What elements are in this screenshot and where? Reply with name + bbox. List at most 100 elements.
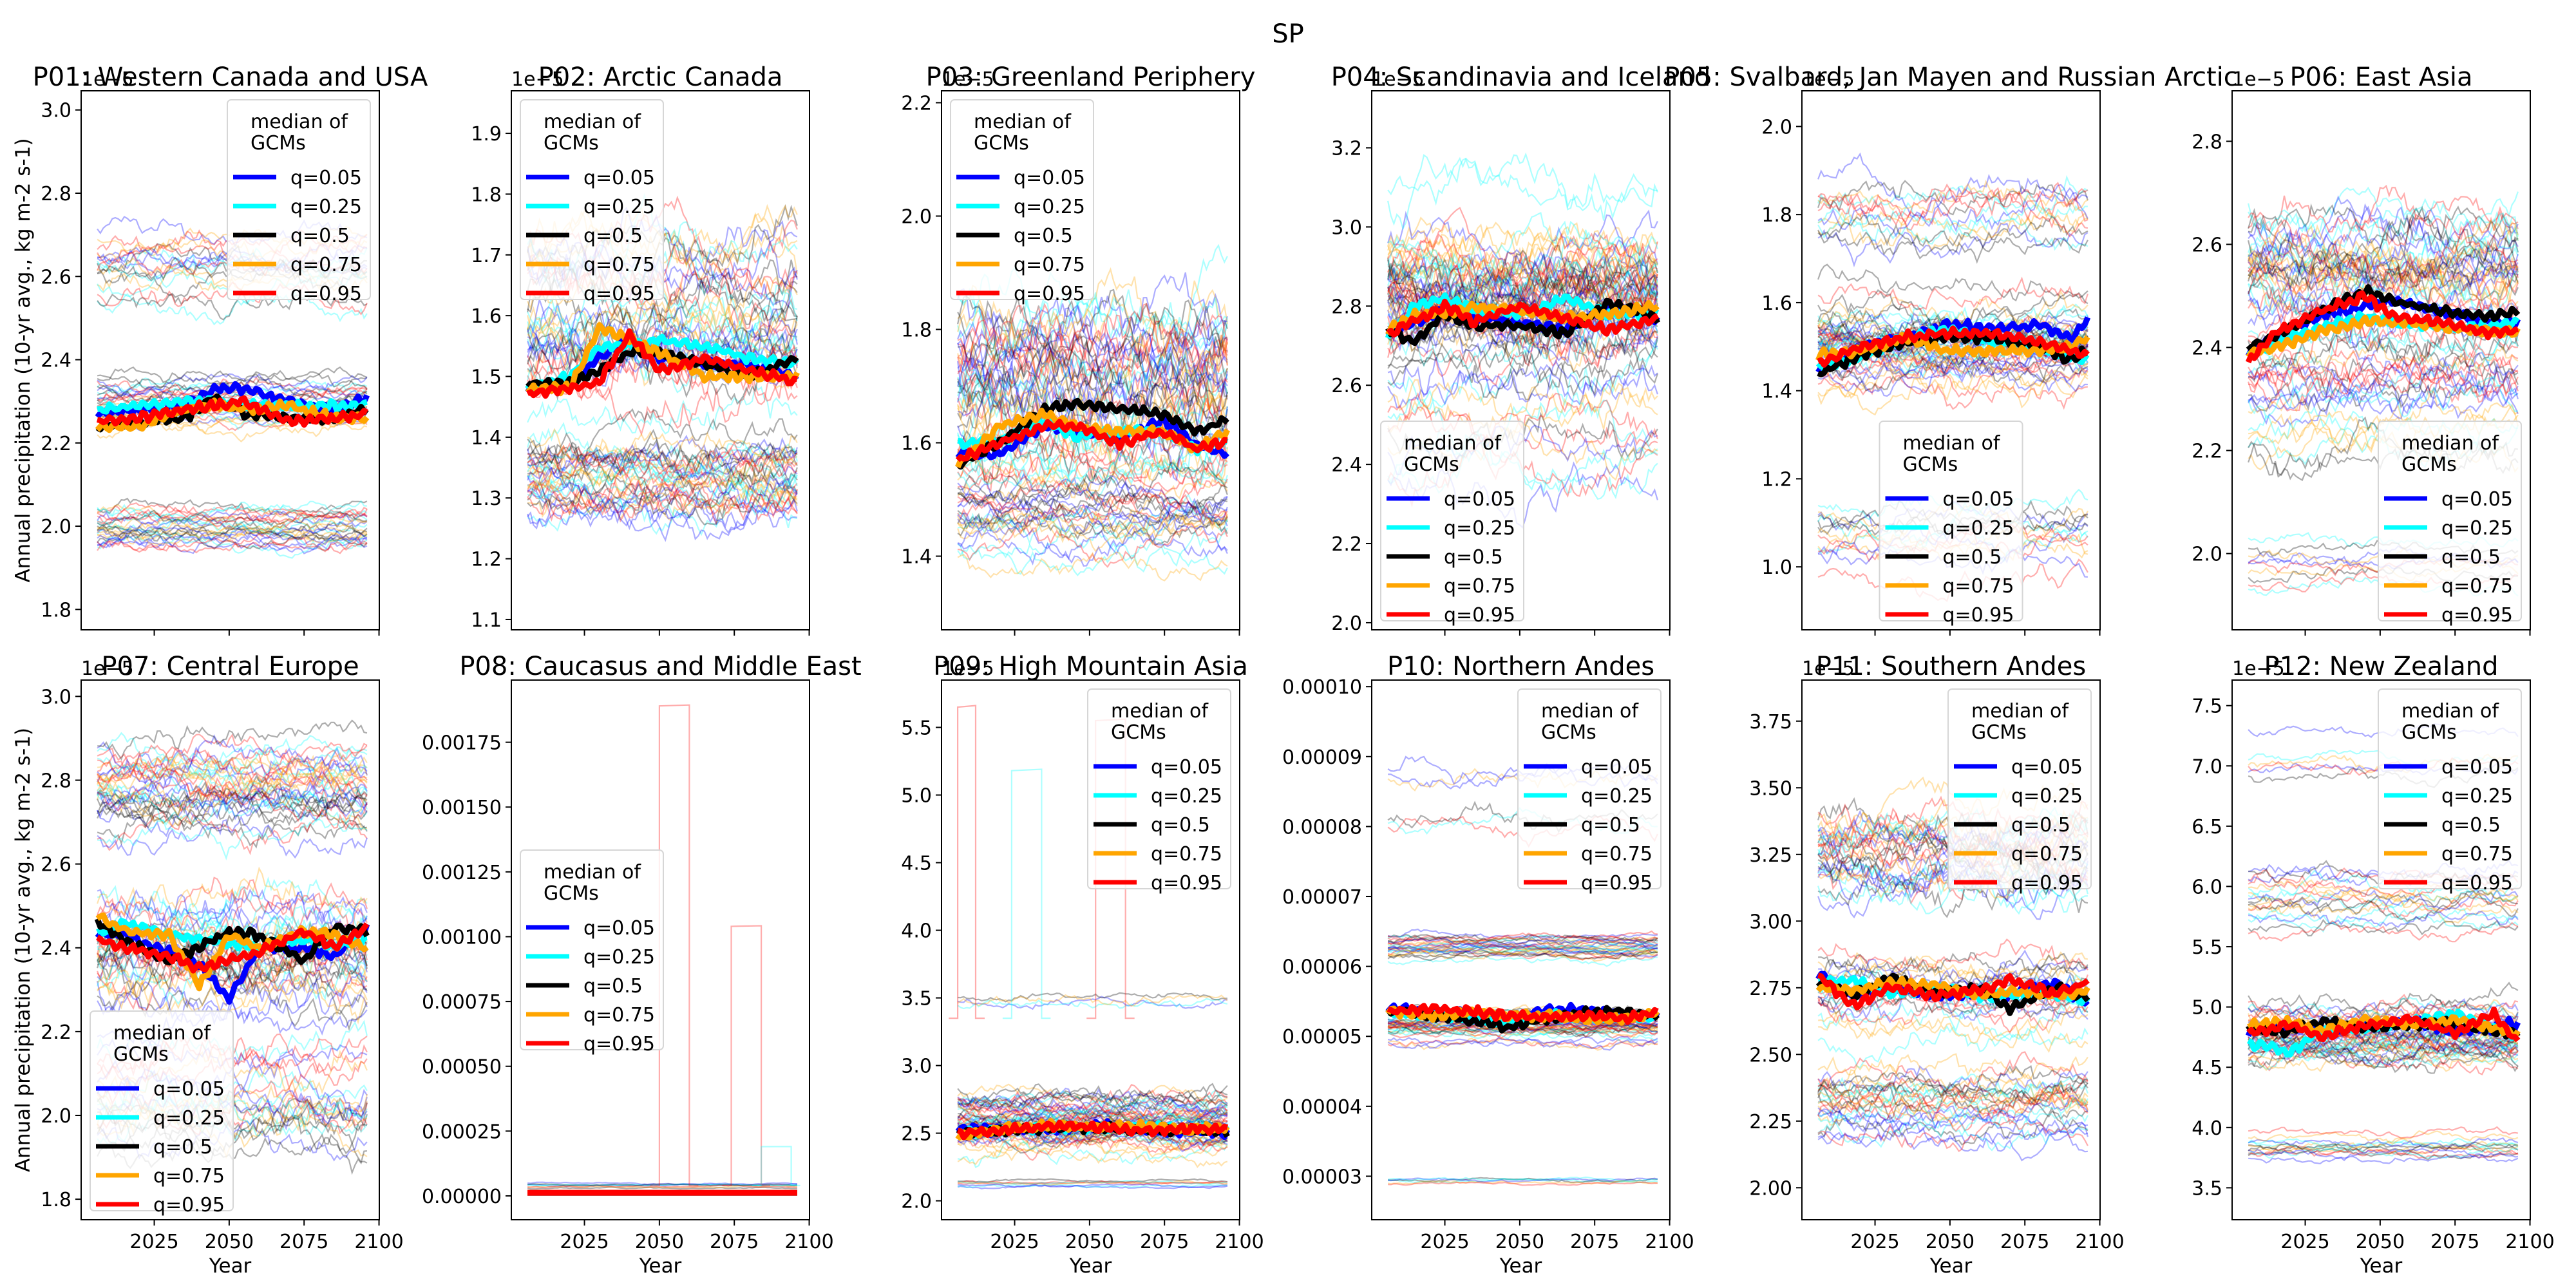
x-axis-label: Year (1069, 1255, 1112, 1278)
ensemble-member-line (97, 866, 368, 916)
ensemble-member-line (1387, 936, 1658, 946)
ensemble-member-line (1817, 1077, 2088, 1132)
ensemble-member-line (2248, 1027, 2519, 1050)
ensemble-member-line (527, 299, 798, 374)
ensemble-member-line (957, 287, 1228, 354)
y-tick-label: 0.00000 (422, 1186, 502, 1208)
y-tick-label: 2.8 (1331, 296, 1362, 318)
ensemble-member-line (97, 794, 368, 828)
legend-frame (950, 99, 1094, 300)
ensemble-member-line (1817, 963, 2088, 1001)
ensemble-member-line (97, 760, 368, 800)
legend-entry-label: q=0.05 (1014, 167, 1085, 189)
ensemble-member-line (1387, 324, 1658, 386)
ensemble-member-line (957, 1095, 1228, 1126)
x-tick-label: 2050 (635, 1231, 684, 1253)
x-tick-label: 2050 (2356, 1231, 2405, 1253)
ensemble-member-line (97, 513, 368, 536)
ensemble-member-line (957, 996, 1227, 1010)
legend-entry-label: q=0.95 (1581, 872, 1653, 895)
ensemble-member-line (2248, 996, 2519, 1023)
ensemble-member-line (957, 511, 1228, 545)
legend-entry-label: q=0.05 (583, 917, 655, 940)
ensemble-member-line (1817, 938, 2088, 972)
ensemble-member-line (957, 1132, 1228, 1155)
ensemble-member-line (1387, 934, 1658, 948)
ensemble-member-line (97, 746, 368, 800)
median-line-q-0.95 (1817, 325, 2090, 368)
ensemble-member-line (1387, 272, 1658, 318)
ensemble-member-line (97, 377, 368, 397)
ensemble-member-line (1387, 1036, 1658, 1047)
ensemble-member-line (1817, 345, 2088, 384)
legend-title: GCMs (1111, 721, 1166, 744)
ensemble-member-line (97, 781, 368, 831)
ensemble-member-line (97, 771, 368, 810)
y-tick-label: 2.0 (1331, 612, 1362, 635)
ensemble-member-line (1818, 1005, 2088, 1048)
y-tick-label: 2.8 (41, 183, 71, 205)
ensemble-member-line (2248, 252, 2519, 294)
y-tick-label: 0.00004 (1282, 1096, 1362, 1119)
ensemble-member-line (957, 374, 1228, 454)
x-tick-label: 2075 (1140, 1231, 1189, 1253)
ensemble-member-line (1387, 1023, 1658, 1038)
y-tick-label: 0.00050 (422, 1056, 502, 1079)
ensemble-member-line (2248, 358, 2519, 401)
y-tick-label: 5.5 (901, 717, 932, 740)
ensemble-member-line (1387, 240, 1658, 312)
ensemble-member-line (97, 366, 368, 384)
ensemble-member-line (1387, 222, 1658, 281)
y-tick-label: 5.5 (2192, 936, 2222, 959)
legend-entry-label: q=0.5 (1014, 225, 1073, 247)
ensemble-member-line (1387, 947, 1658, 959)
ensemble-member-line (2248, 889, 2519, 918)
y-tick-label: 7.5 (2192, 696, 2222, 718)
ensemble-member-line (2248, 1148, 2519, 1160)
ensemble-member-line (2248, 246, 2519, 291)
legend-frame (520, 99, 664, 300)
ensemble-member-line (1387, 230, 1658, 279)
ensemble-member-line (2248, 349, 2519, 392)
ensemble-member-line (527, 408, 798, 464)
ensemble-member-line (2248, 211, 2519, 269)
legend-entry-label: q=0.75 (583, 254, 655, 276)
y-tick-label: 0.00150 (422, 797, 502, 819)
plot-area (527, 704, 800, 1196)
ensemble-member-line (97, 790, 368, 827)
ensemble-member-line (527, 297, 798, 379)
panel-title: P06: East Asia (2289, 62, 2472, 92)
y-tick-label: 2.0 (2192, 544, 2222, 566)
y-tick-label: 0.00125 (422, 862, 502, 884)
legend-frame (1947, 688, 2092, 889)
ensemble-member-line (1817, 1065, 2088, 1092)
ensemble-member-line (957, 325, 1228, 410)
x-tick-label: 2025 (1420, 1231, 1469, 1253)
ensemble-member-line (957, 1126, 1228, 1154)
y-tick-label: 5.0 (2192, 997, 2222, 1019)
ensemble-member-line (1387, 242, 1658, 314)
ensemble-member-line (1387, 258, 1658, 319)
legend-entry-label: q=0.95 (1151, 872, 1222, 895)
ensemble-member-line (527, 271, 798, 343)
panel-p06: 2.0 2.2 2.4 2.6 2.8 1e−5 P06: East Asia median … (2192, 62, 2531, 636)
ensemble-member-line (957, 451, 1228, 493)
ensemble-member-line (1817, 175, 2088, 220)
panel-title: P10: Northern Andes (1387, 652, 1654, 681)
ensemble-member-line (97, 756, 368, 790)
y-tick-label: 2.5 (901, 1123, 932, 1146)
y-tick-label: 0.00006 (1282, 956, 1362, 979)
ensemble-member-line (97, 751, 368, 797)
ensemble-member-line (957, 1180, 1228, 1184)
legend-entry-label: q=0.95 (1943, 604, 2014, 627)
ensemble-member-line (1817, 373, 2088, 416)
ensemble-member-line (2248, 267, 2519, 317)
ensemble-member-line (1387, 1177, 1658, 1183)
ensemble-member-line (957, 1184, 1227, 1188)
ensemble-member-line (957, 529, 1228, 565)
